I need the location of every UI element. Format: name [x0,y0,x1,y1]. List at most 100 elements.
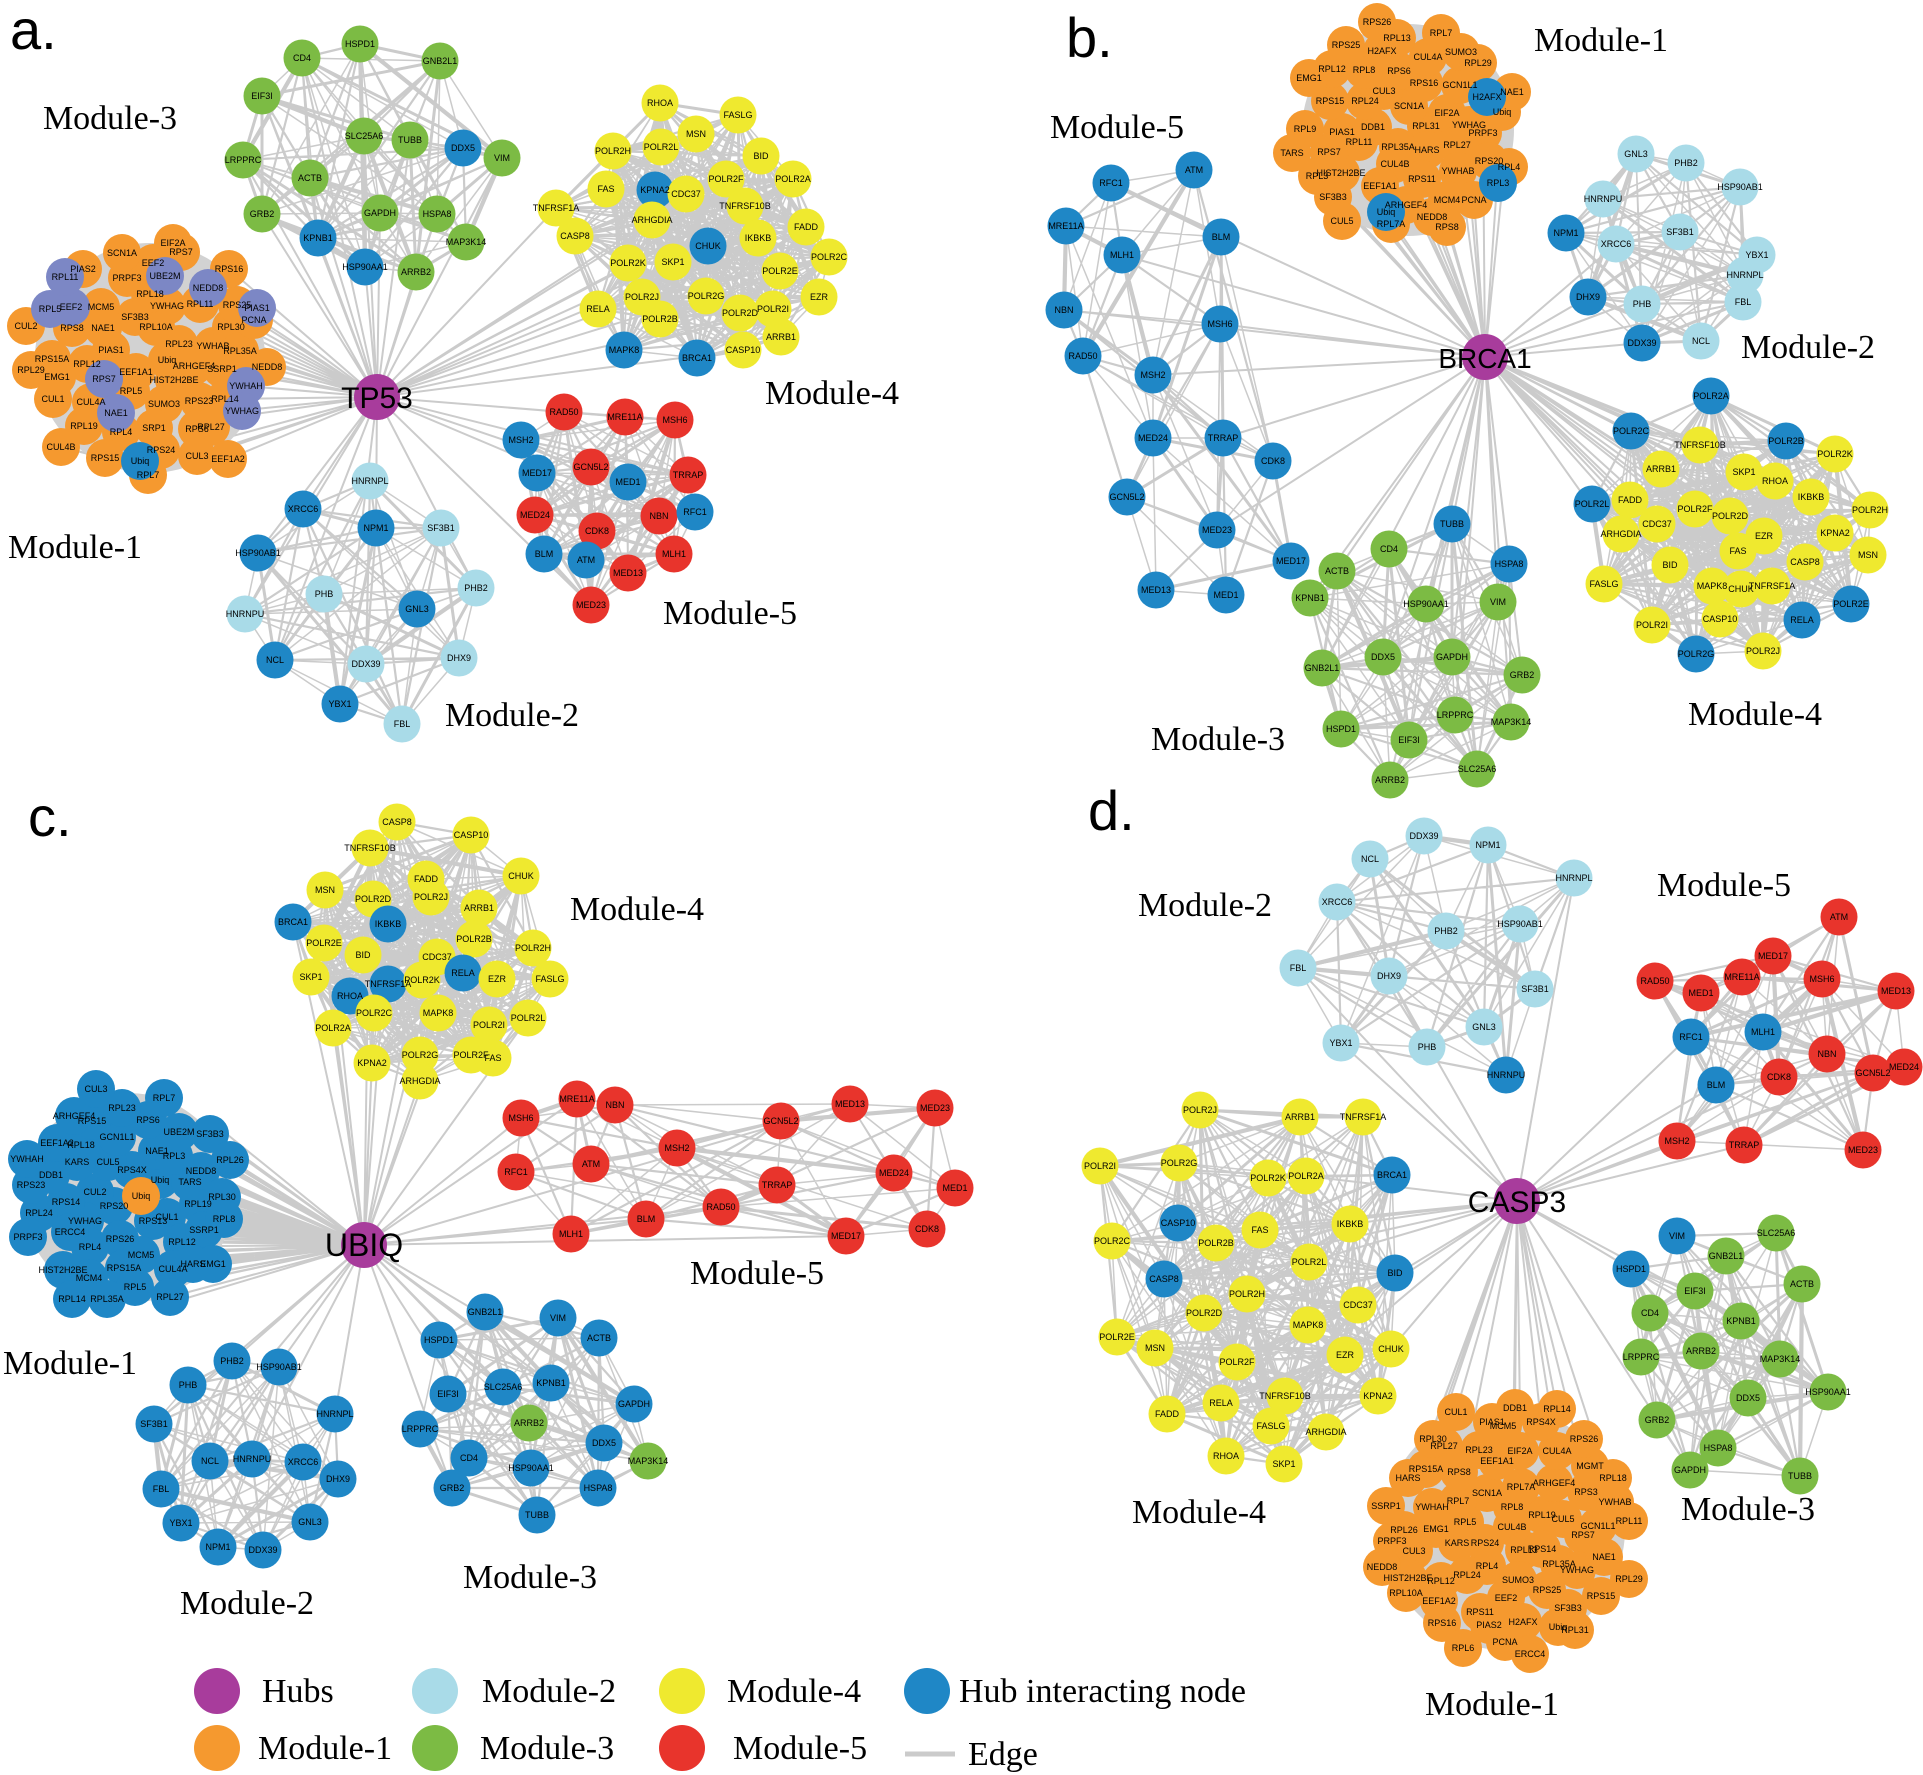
svg-text:PRPF3: PRPF3 [1468,128,1497,138]
svg-text:MCM4: MCM4 [76,1273,103,1283]
svg-text:ARHGDIA: ARHGDIA [1305,1427,1346,1437]
svg-text:MCM5: MCM5 [88,302,115,312]
svg-text:SLC25A6: SLC25A6 [1458,764,1497,774]
svg-text:CASP10: CASP10 [726,345,761,355]
svg-text:RPL3: RPL3 [1306,171,1329,181]
svg-text:MSH6: MSH6 [662,415,687,425]
svg-text:NCL: NCL [266,655,284,665]
svg-text:MAPK8: MAPK8 [1697,581,1728,591]
svg-text:YWHAH: YWHAH [229,381,263,391]
svg-text:ARHGEF4: ARHGEF4 [53,1111,96,1121]
svg-text:HSP90AA1: HSP90AA1 [1403,599,1449,609]
svg-text:SKP1: SKP1 [661,257,684,267]
svg-text:HARS: HARS [1414,145,1439,155]
svg-text:RPS14: RPS14 [1528,1544,1557,1554]
svg-text:GNL3: GNL3 [405,604,429,614]
svg-text:HSPA8: HSPA8 [423,209,452,219]
svg-text:MRE11A: MRE11A [607,412,642,422]
svg-text:ATM: ATM [577,555,595,565]
svg-text:NAE1: NAE1 [91,323,115,333]
svg-text:RPL29: RPL29 [17,365,45,375]
svg-text:DDX5: DDX5 [592,1438,616,1448]
svg-text:DHX9: DHX9 [1576,292,1600,302]
svg-text:Module-3: Module-3 [1681,1491,1815,1528]
svg-text:RPS26: RPS26 [106,1234,135,1244]
svg-text:CDC37: CDC37 [671,189,701,199]
svg-text:NEDD8: NEDD8 [1417,212,1448,222]
svg-text:CUL3: CUL3 [185,451,208,461]
svg-text:XRCC6: XRCC6 [288,1457,319,1467]
svg-text:SF3B1: SF3B1 [427,523,455,533]
svg-text:FBL: FBL [153,1484,170,1494]
svg-text:POLR2L: POLR2L [644,142,679,152]
svg-text:MED23: MED23 [576,600,606,610]
svg-text:KPNB1: KPNB1 [536,1378,566,1388]
svg-text:EMG1: EMG1 [200,1259,226,1269]
svg-text:POLR2J: POLR2J [625,292,659,302]
svg-text:HIST2H2BE: HIST2H2BE [149,375,198,385]
svg-text:CASP10: CASP10 [454,830,489,840]
svg-text:RAD50: RAD50 [1068,351,1097,361]
svg-text:POLR2G: POLR2G [1161,1158,1198,1168]
svg-text:HIST2H2BE: HIST2H2BE [1383,1573,1432,1583]
svg-text:RPS6: RPS6 [185,424,209,434]
svg-text:EIF3I: EIF3I [437,1389,459,1399]
svg-text:RPL11: RPL11 [187,299,214,309]
svg-text:RPS25: RPS25 [1533,1585,1562,1595]
svg-text:TNFRSF1A: TNFRSF1A [365,979,412,989]
svg-text:NEDD8: NEDD8 [1367,1562,1398,1572]
svg-text:CDC37: CDC37 [1343,1300,1373,1310]
svg-text:PIAS1: PIAS1 [1329,127,1355,137]
svg-text:SF3B3: SF3B3 [121,312,149,322]
svg-text:NCL: NCL [201,1456,219,1466]
svg-text:NPM1: NPM1 [205,1542,230,1552]
svg-text:POLR2A: POLR2A [315,1023,351,1033]
svg-text:BRCA1: BRCA1 [1377,1170,1407,1180]
svg-text:RPS15A: RPS15A [1409,1464,1444,1474]
svg-text:GNL3: GNL3 [1624,149,1648,159]
svg-text:DDX5: DDX5 [451,143,475,153]
svg-text:PIAS2: PIAS2 [70,264,96,274]
svg-text:CDC37: CDC37 [422,952,452,962]
svg-text:POLR2H: POLR2H [515,943,551,953]
svg-text:RAD50: RAD50 [706,1202,735,1212]
svg-text:Hubs: Hubs [262,1673,334,1710]
svg-text:RPL30: RPL30 [217,322,245,332]
svg-text:POLR2H: POLR2H [1229,1289,1265,1299]
svg-text:BID: BID [355,950,371,960]
svg-text:HSPD1: HSPD1 [424,1335,454,1345]
svg-text:POLR2K: POLR2K [610,258,646,268]
svg-text:POLR2H: POLR2H [595,146,631,156]
svg-text:CDK8: CDK8 [1767,1072,1791,1082]
svg-text:HNRNPU: HNRNPU [233,1454,272,1464]
svg-text:BID: BID [1387,1268,1403,1278]
svg-text:NPM1: NPM1 [1553,228,1578,238]
svg-text:LRPPRC: LRPPRC [402,1424,439,1434]
svg-text:CUL4A: CUL4A [76,397,105,407]
svg-text:YBX1: YBX1 [1329,1038,1352,1048]
svg-text:FADD: FADD [1618,495,1643,505]
svg-text:ATM: ATM [1185,165,1203,175]
svg-text:HNRNPL: HNRNPL [1726,270,1763,280]
svg-text:SLC25A6: SLC25A6 [1757,1228,1796,1238]
svg-text:NEDD8: NEDD8 [186,1166,217,1176]
svg-text:BLM: BLM [1212,232,1231,242]
svg-text:POLR2B: POLR2B [1768,436,1804,446]
svg-text:RPS24: RPS24 [147,445,176,455]
svg-text:HNRNPU: HNRNPU [1584,194,1623,204]
svg-text:RPL11: RPL11 [1346,137,1373,147]
svg-text:TUBB: TUBB [1440,519,1464,529]
svg-text:TNFRSF1A: TNFRSF1A [1749,581,1796,591]
svg-text:MED13: MED13 [1141,585,1171,595]
svg-text:CASP8: CASP8 [1149,1274,1179,1284]
svg-text:HNRNPU: HNRNPU [1487,1070,1526,1080]
svg-text:MGMT: MGMT [1576,1461,1604,1471]
svg-text:POLR2B: POLR2B [642,314,678,324]
svg-text:ARRB1: ARRB1 [766,332,796,342]
svg-text:PHB2: PHB2 [220,1356,244,1366]
svg-text:RFC1: RFC1 [1099,178,1123,188]
svg-text:HSP90AB1: HSP90AB1 [256,1362,302,1372]
svg-text:BRCA1: BRCA1 [1438,343,1531,374]
svg-text:HSPD1: HSPD1 [1326,724,1356,734]
svg-text:RPS24: RPS24 [1471,1538,1500,1548]
